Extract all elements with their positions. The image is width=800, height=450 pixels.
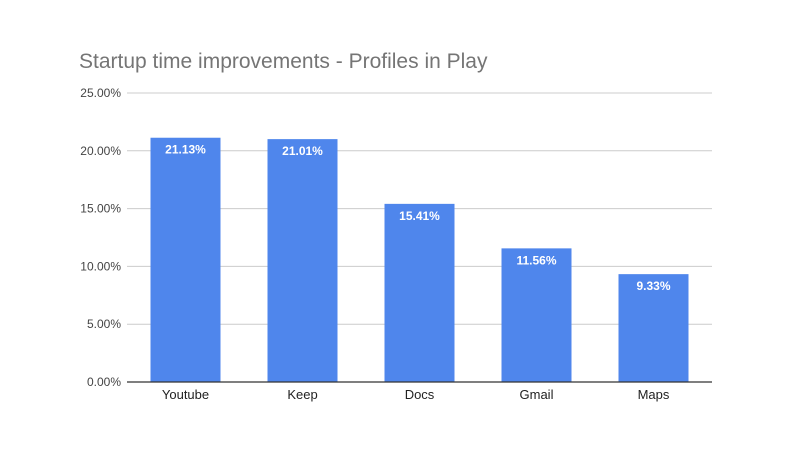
x-tick-label-maps: Maps bbox=[638, 387, 670, 402]
data-label-docs: 15.41% bbox=[399, 209, 440, 223]
bar-maps bbox=[618, 274, 689, 382]
x-tick-label-youtube: Youtube bbox=[162, 387, 209, 402]
y-tick-label: 20.00% bbox=[80, 144, 121, 158]
x-tick-label-docs: Docs bbox=[405, 387, 435, 402]
y-tick-label: 25.00% bbox=[80, 86, 121, 100]
x-tick-label-gmail: Gmail bbox=[520, 387, 554, 402]
x-tick-label-keep: Keep bbox=[287, 387, 317, 402]
y-tick-label: 10.00% bbox=[80, 259, 121, 273]
bar-youtube bbox=[150, 137, 221, 382]
data-label-keep: 21.01% bbox=[282, 144, 323, 158]
data-labels: 21.13% 21.01% 15.41% 11.56% 9.33% bbox=[165, 143, 671, 293]
bar-gmail bbox=[501, 248, 572, 382]
bar-keep bbox=[267, 139, 338, 382]
data-label-gmail: 11.56% bbox=[516, 253, 556, 267]
chart-title: Startup time improvements - Profiles in … bbox=[79, 50, 488, 73]
x-axis-category-labels: Youtube Keep Docs Gmail Maps bbox=[162, 387, 670, 402]
y-tick-label: 5.00% bbox=[87, 317, 121, 331]
data-label-youtube: 21.13% bbox=[165, 143, 206, 157]
bar-docs bbox=[384, 203, 455, 382]
y-tick-label: 15.00% bbox=[80, 202, 121, 216]
bars bbox=[150, 137, 689, 382]
data-label-maps: 9.33% bbox=[636, 279, 670, 293]
y-tick-label: 0.00% bbox=[87, 375, 121, 389]
y-axis-tick-labels: 0.00% 5.00% 10.00% 15.00% 20.00% 25.00% bbox=[80, 86, 121, 389]
